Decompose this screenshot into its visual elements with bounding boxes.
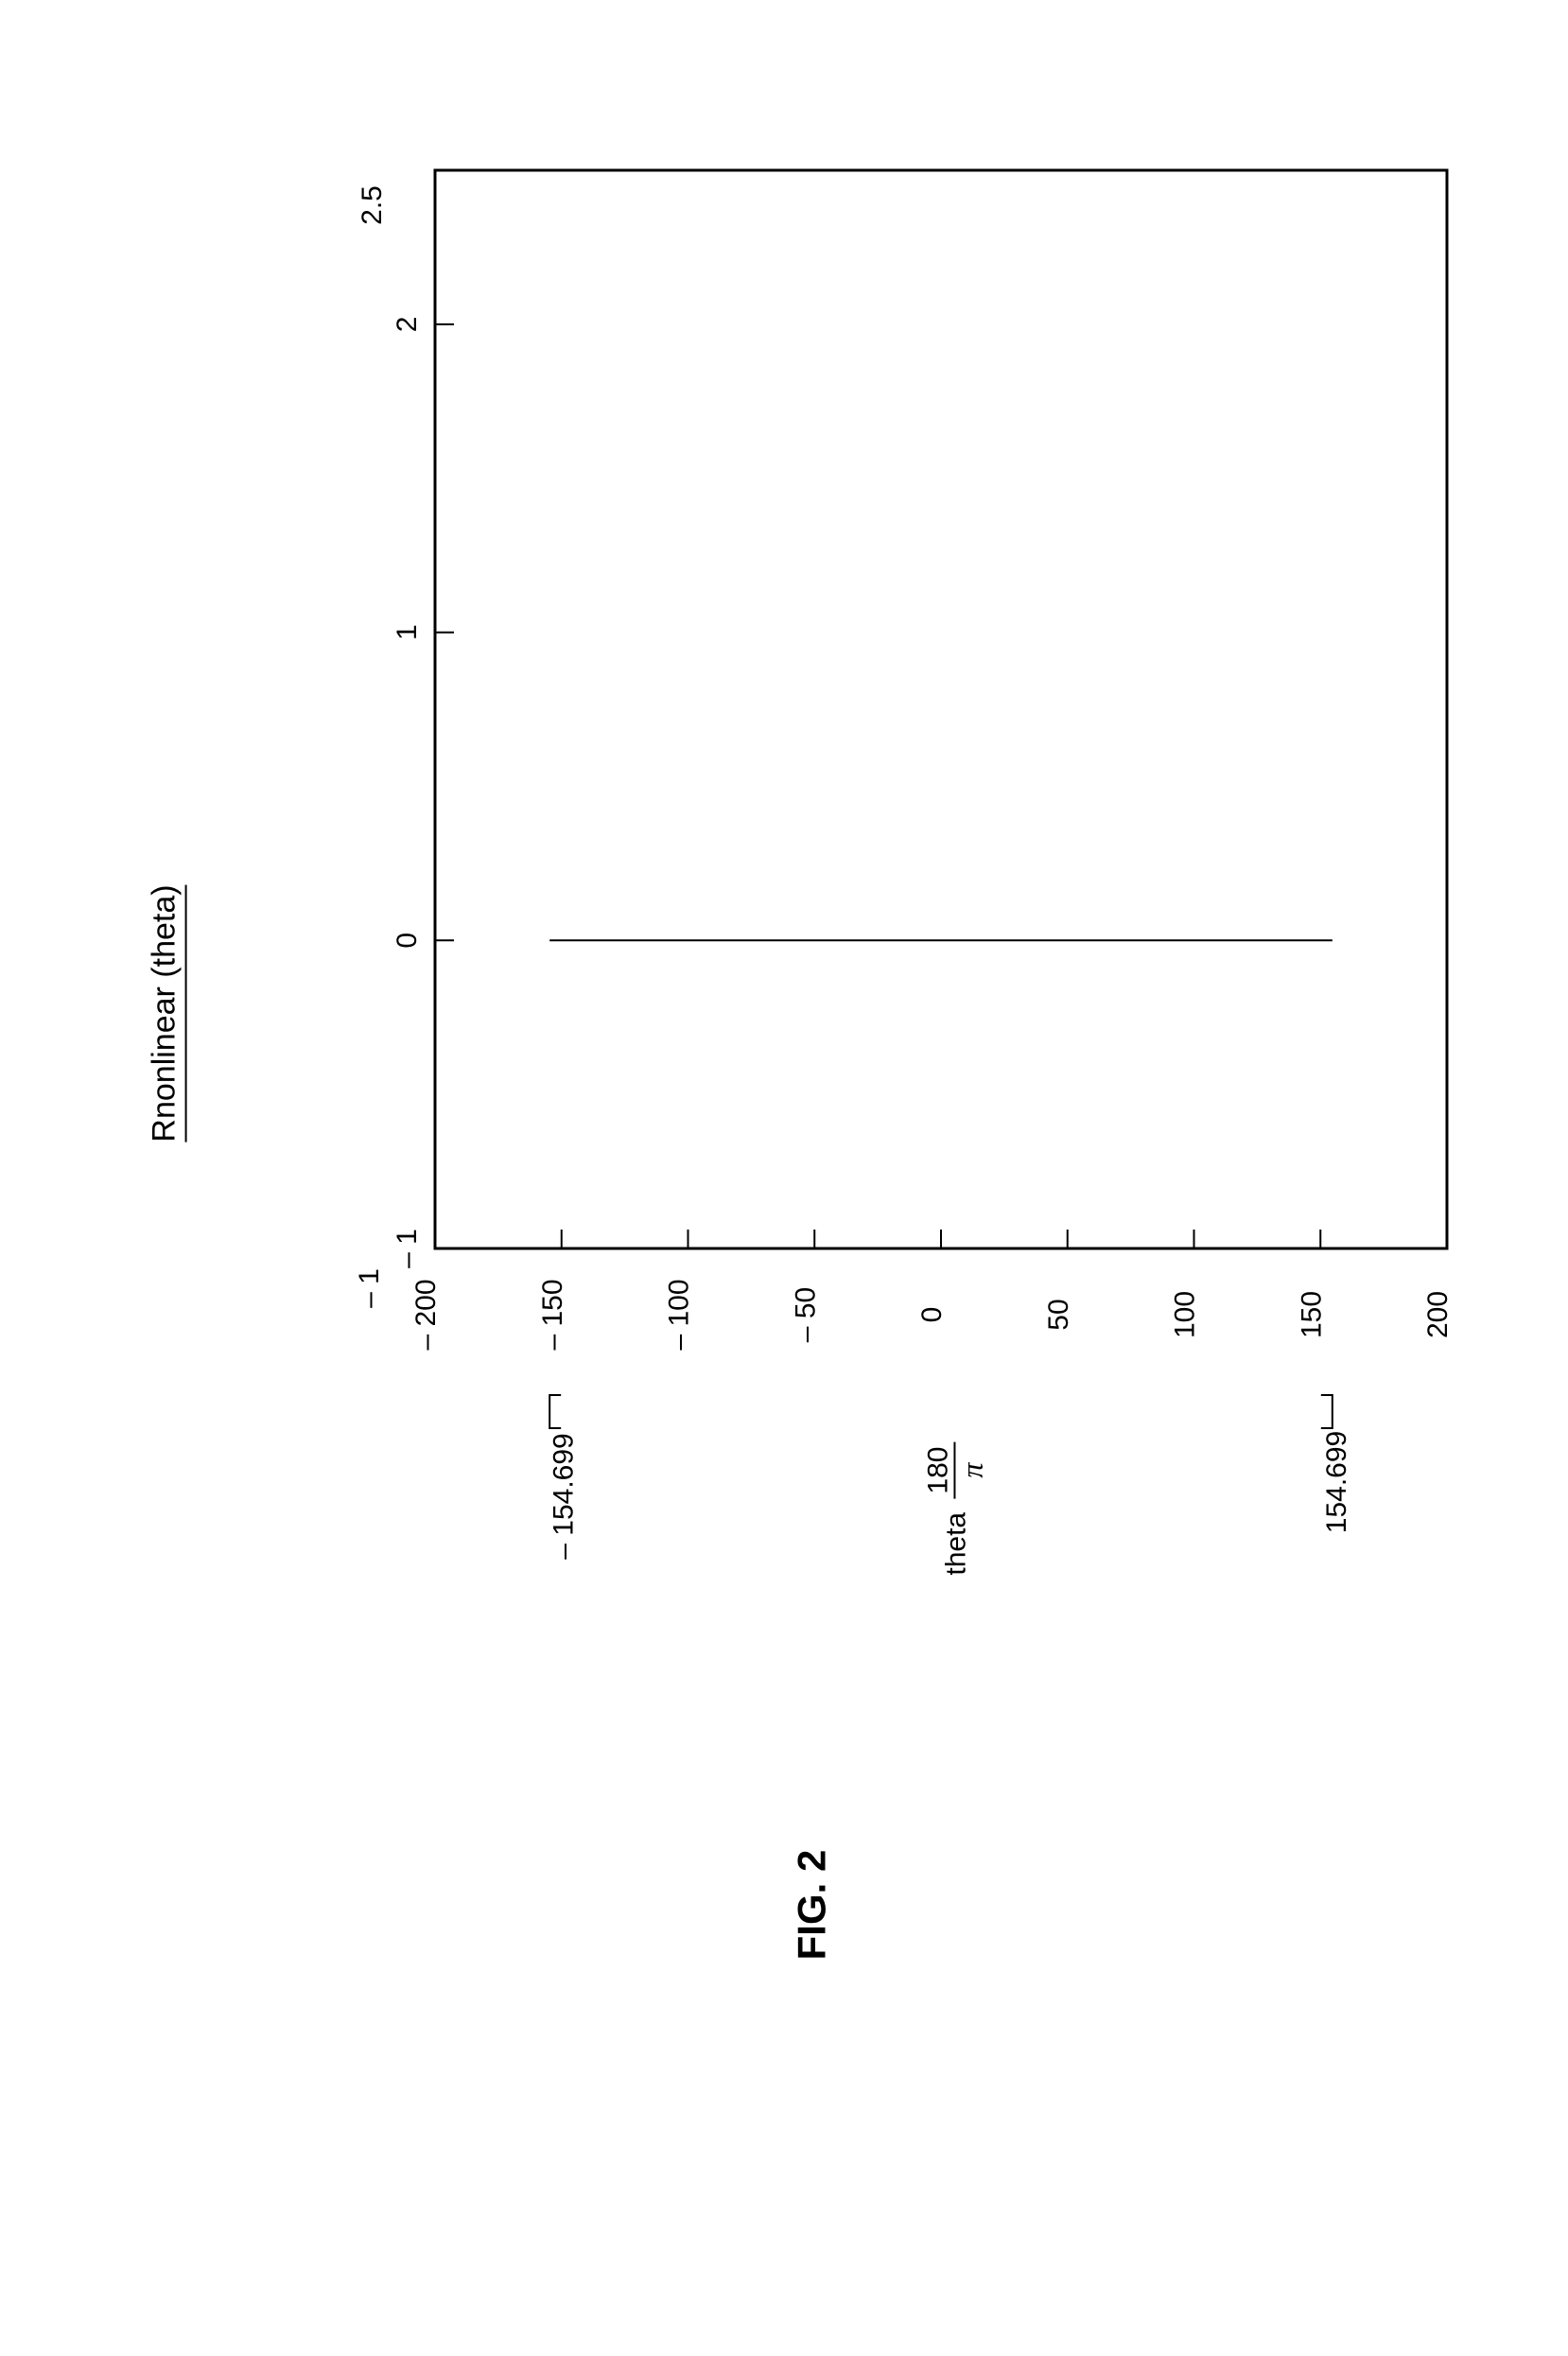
svg-text:200: 200 [1422, 1291, 1454, 1338]
svg-text:150: 150 [1296, 1291, 1327, 1338]
svg-text:1: 1 [392, 624, 423, 640]
svg-text:2: 2 [392, 317, 423, 333]
svg-text:– 1: – 1 [392, 1229, 423, 1268]
x-axis-label-theta: theta [940, 1512, 971, 1576]
svg-text:– 150: – 150 [537, 1279, 568, 1350]
x-axis-label-frac-top: 180 [922, 1442, 953, 1499]
svg-text:– 200: – 200 [410, 1279, 442, 1350]
svg-text:50: 50 [1043, 1299, 1074, 1330]
svg-text:0: 0 [916, 1307, 948, 1323]
x-range-left: – 154.699 [549, 1433, 581, 1559]
svg-text:100: 100 [1170, 1291, 1201, 1338]
svg-text:0: 0 [392, 933, 423, 949]
figure-caption: FIG. 2 [789, 1850, 834, 1961]
chart-plot: – 1 0 1 2 – 200 – 150 – 100 – 50 0 50 100 150 200 [0, 0, 1568, 1608]
x-axis-label-frac-bottom: π [955, 1442, 988, 1499]
svg-text:– 50: – 50 [790, 1287, 821, 1342]
x-range-right: 154.699 [1321, 1431, 1353, 1533]
svg-text:– 100: – 100 [664, 1279, 695, 1350]
